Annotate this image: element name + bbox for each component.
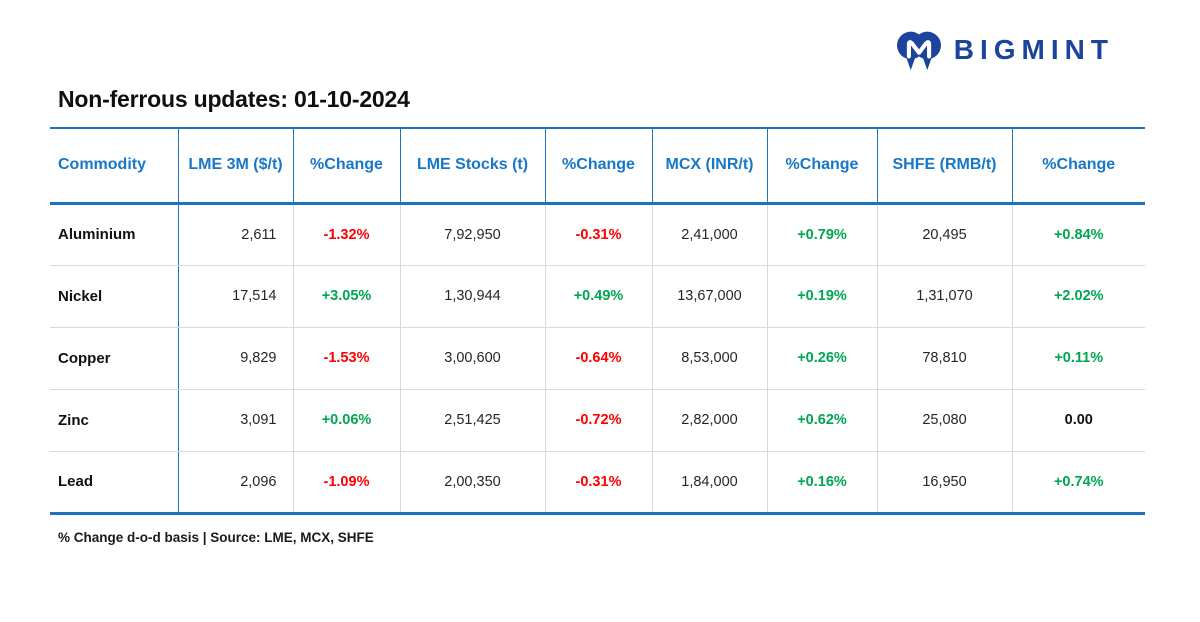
value-cell: 1,84,000 [652, 451, 768, 515]
value-cell: 17,514 [178, 265, 294, 328]
value-cell: 25,080 [877, 389, 1013, 452]
value-cell: 2,096 [178, 451, 294, 515]
commodity-cell: Aluminium [50, 203, 179, 266]
change-cell: +0.84% [1012, 203, 1145, 266]
table-row: Lead 2,096 -1.09% 2,00,350 -0.31% 1,84,000 +0.… [50, 451, 1145, 515]
value-cell: 78,810 [877, 327, 1013, 390]
table-header-row: Commodity LME 3M ($/t) %Change LME Stocks (… [50, 128, 1145, 205]
value-cell: 3,091 [178, 389, 294, 452]
source-footnote: % Change d-o-d basis | Source: LME, MCX,… [58, 530, 374, 545]
change-cell: -1.53% [293, 327, 401, 390]
change-cell: +0.74% [1012, 451, 1145, 515]
commodity-cell: Lead [50, 451, 179, 515]
change-cell: -0.31% [545, 451, 653, 515]
value-cell: 2,41,000 [652, 203, 768, 266]
change-cell: -0.64% [545, 327, 653, 390]
change-cell: -0.72% [545, 389, 653, 452]
value-cell: 1,30,944 [400, 265, 546, 328]
table-row: Nickel 17,514 +3.05% 1,30,944 +0.49% 13,67,00… [50, 265, 1145, 328]
value-cell: 2,00,350 [400, 451, 546, 515]
value-cell: 1,31,070 [877, 265, 1013, 328]
table-row: Aluminium 2,611 -1.32% 7,92,950 -0.31% 2,41,0… [50, 203, 1145, 266]
change-cell: -1.32% [293, 203, 401, 266]
table-body: Aluminium 2,611 -1.32% 7,92,950 -0.31% 2,41,0… [50, 203, 1145, 515]
change-cell: +2.02% [1012, 265, 1145, 328]
change-cell: +0.79% [767, 203, 878, 266]
value-cell: 2,51,425 [400, 389, 546, 452]
bigmint-m-icon [896, 28, 942, 72]
change-cell: +0.62% [767, 389, 878, 452]
commodity-cell: Copper [50, 327, 179, 390]
change-cell: -1.09% [293, 451, 401, 515]
column-header: %Change [545, 128, 653, 205]
bigmint-logo: BIGMINT [896, 28, 1114, 72]
change-cell: -0.31% [545, 203, 653, 266]
change-cell: +0.19% [767, 265, 878, 328]
change-cell: 0.00 [1012, 389, 1145, 452]
value-cell: 16,950 [877, 451, 1013, 515]
value-cell: 9,829 [178, 327, 294, 390]
column-header: MCX (INR/t) [652, 128, 768, 205]
value-cell: 20,495 [877, 203, 1013, 266]
column-header: LME Stocks (t) [400, 128, 546, 205]
column-header: %Change [767, 128, 878, 205]
change-cell: +0.26% [767, 327, 878, 390]
value-cell: 13,67,000 [652, 265, 768, 328]
table-row: Zinc 3,091 +0.06% 2,51,425 -0.72% 2,82,000 +0.… [50, 389, 1145, 452]
commodity-price-table: Commodity LME 3M ($/t) %Change LME Stocks (… [50, 127, 1145, 515]
commodity-cell: Zinc [50, 389, 179, 452]
commodity-cell: Nickel [50, 265, 179, 328]
logo-text: BIGMINT [953, 34, 1114, 65]
value-cell: 7,92,950 [400, 203, 546, 266]
page-title: Non-ferrous updates: 01-10-2024 [58, 86, 410, 112]
change-cell: +0.16% [767, 451, 878, 515]
change-cell: +3.05% [293, 265, 401, 328]
column-header: SHFE (RMB/t) [877, 128, 1013, 205]
value-cell: 2,611 [178, 203, 294, 266]
change-cell: +0.49% [545, 265, 653, 328]
value-cell: 8,53,000 [652, 327, 768, 390]
table-row: Copper 9,829 -1.53% 3,00,600 -0.64% 8,53,000 +… [50, 327, 1145, 390]
column-header: %Change [293, 128, 401, 205]
column-header: %Change [1012, 128, 1145, 205]
change-cell: +0.06% [293, 389, 401, 452]
column-header: Commodity [50, 128, 179, 205]
change-cell: +0.11% [1012, 327, 1145, 390]
value-cell: 2,82,000 [652, 389, 768, 452]
column-header: LME 3M ($/t) [178, 128, 294, 205]
value-cell: 3,00,600 [400, 327, 546, 390]
